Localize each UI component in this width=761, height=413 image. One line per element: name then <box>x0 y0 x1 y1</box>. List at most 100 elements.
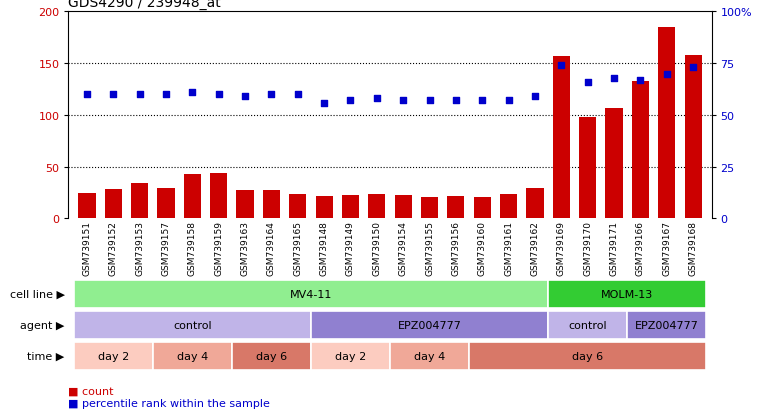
Bar <box>500 194 517 219</box>
Point <box>423 98 435 104</box>
Text: day 2: day 2 <box>97 351 129 361</box>
Text: GSM739159: GSM739159 <box>214 221 223 275</box>
Point <box>239 94 251 100</box>
Text: GSM739154: GSM739154 <box>399 221 408 275</box>
Bar <box>232 342 311 370</box>
Bar <box>395 195 412 219</box>
Text: GSM739162: GSM739162 <box>530 221 540 275</box>
Point <box>450 98 462 104</box>
Bar <box>627 311 706 339</box>
Bar <box>390 342 469 370</box>
Text: time ▶: time ▶ <box>27 351 65 361</box>
Bar <box>74 342 153 370</box>
Bar <box>548 280 706 308</box>
Bar <box>658 28 675 219</box>
Bar <box>210 173 228 219</box>
Text: day 4: day 4 <box>177 351 208 361</box>
Point <box>476 98 489 104</box>
Text: control: control <box>568 320 607 330</box>
Point <box>212 92 224 98</box>
Text: day 6: day 6 <box>572 351 603 361</box>
Bar <box>105 190 122 219</box>
Point <box>266 92 278 98</box>
Text: MOLM-13: MOLM-13 <box>601 289 654 299</box>
Bar <box>548 311 627 339</box>
Bar <box>131 184 148 219</box>
Text: EPZ004777: EPZ004777 <box>397 320 461 330</box>
Bar <box>311 342 390 370</box>
Bar <box>78 193 95 219</box>
Bar <box>237 191 253 219</box>
Point <box>81 92 93 98</box>
Text: GSM739166: GSM739166 <box>636 221 645 275</box>
Text: GSM739167: GSM739167 <box>662 221 671 275</box>
Bar <box>552 57 570 219</box>
Point <box>345 98 357 104</box>
Text: day 4: day 4 <box>414 351 445 361</box>
Point <box>291 92 304 98</box>
Text: GDS4290 / 239948_at: GDS4290 / 239948_at <box>68 0 221 10</box>
Bar <box>368 194 385 219</box>
Text: GSM739165: GSM739165 <box>293 221 302 275</box>
Bar <box>579 118 596 219</box>
Text: GSM739155: GSM739155 <box>425 221 434 275</box>
Bar <box>316 196 333 219</box>
Text: GSM739170: GSM739170 <box>583 221 592 275</box>
Text: GSM739160: GSM739160 <box>478 221 487 275</box>
Point <box>160 92 172 98</box>
Text: GSM739163: GSM739163 <box>240 221 250 275</box>
Point <box>608 75 620 82</box>
Point <box>661 71 673 78</box>
Bar <box>263 191 280 219</box>
Point <box>107 92 119 98</box>
Bar <box>153 342 232 370</box>
Text: cell line ▶: cell line ▶ <box>10 289 65 299</box>
Point <box>318 100 330 107</box>
Text: GSM739148: GSM739148 <box>320 221 329 275</box>
Point <box>502 98 514 104</box>
Bar <box>421 197 438 219</box>
Text: GSM739161: GSM739161 <box>504 221 513 275</box>
Point <box>397 98 409 104</box>
Point <box>634 77 646 84</box>
Text: GSM739156: GSM739156 <box>451 221 460 275</box>
Point <box>581 79 594 86</box>
Text: control: control <box>173 320 212 330</box>
Bar <box>469 342 706 370</box>
Text: GSM739149: GSM739149 <box>346 221 355 275</box>
Text: GSM739169: GSM739169 <box>557 221 566 275</box>
Text: EPZ004777: EPZ004777 <box>635 320 699 330</box>
Bar <box>184 174 201 219</box>
Bar <box>447 196 464 219</box>
Bar <box>158 189 174 219</box>
Text: GSM739164: GSM739164 <box>267 221 276 275</box>
Text: MV4-11: MV4-11 <box>290 289 332 299</box>
Text: GSM739152: GSM739152 <box>109 221 118 275</box>
Text: GSM739168: GSM739168 <box>689 221 698 275</box>
Text: GSM739157: GSM739157 <box>161 221 170 275</box>
Bar <box>632 82 649 219</box>
Point <box>186 90 199 96</box>
Text: day 6: day 6 <box>256 351 287 361</box>
Point <box>556 63 568 69</box>
Bar <box>74 280 548 308</box>
Bar <box>606 109 622 219</box>
Text: GSM739158: GSM739158 <box>188 221 197 275</box>
Text: GSM739153: GSM739153 <box>135 221 144 275</box>
Text: ■ percentile rank within the sample: ■ percentile rank within the sample <box>68 398 270 408</box>
Bar <box>527 189 543 219</box>
Bar <box>342 195 359 219</box>
Text: GSM739150: GSM739150 <box>372 221 381 275</box>
Point <box>529 94 541 100</box>
Point <box>687 65 699 71</box>
Bar <box>289 194 307 219</box>
Point <box>371 96 383 102</box>
Text: ■ count: ■ count <box>68 385 114 395</box>
Text: agent ▶: agent ▶ <box>21 320 65 330</box>
Point <box>134 92 146 98</box>
Bar <box>311 311 548 339</box>
Text: GSM739171: GSM739171 <box>610 221 619 275</box>
Text: GSM739151: GSM739151 <box>82 221 91 275</box>
Text: day 2: day 2 <box>335 351 366 361</box>
Bar <box>473 197 491 219</box>
